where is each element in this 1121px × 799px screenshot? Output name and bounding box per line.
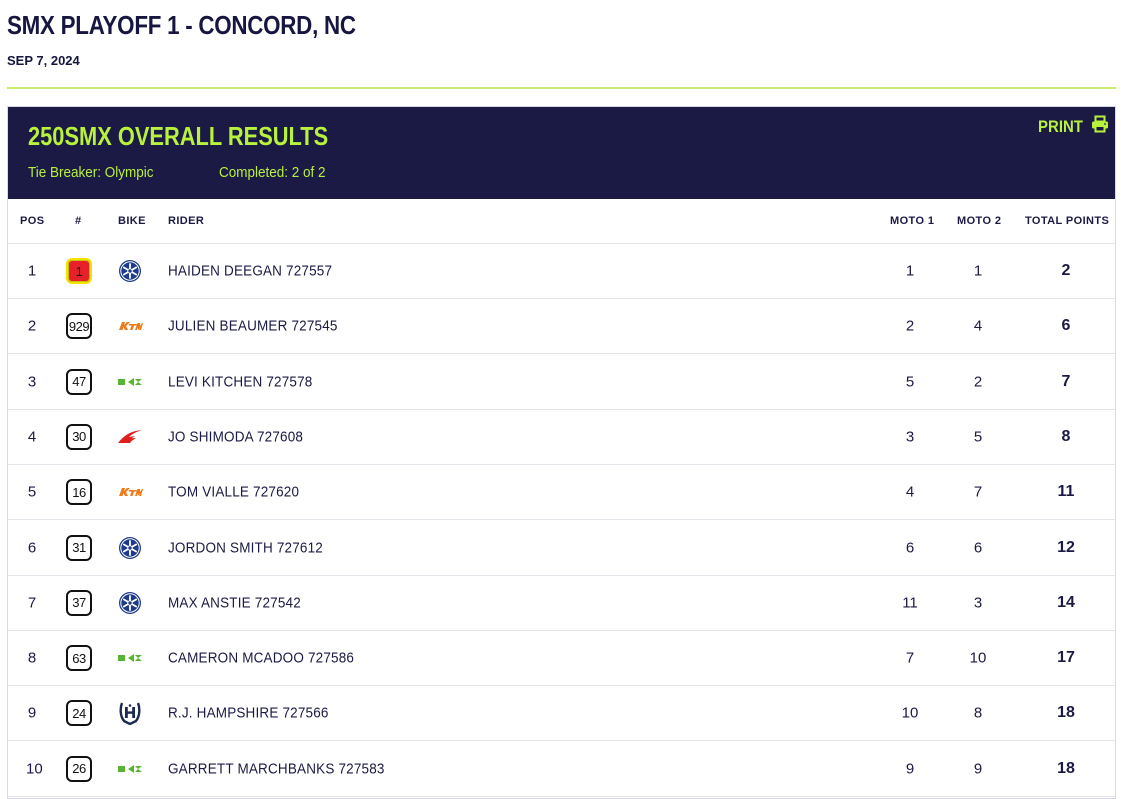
total-points: 14 (1057, 593, 1075, 611)
position: 6 (27, 539, 37, 556)
number-plate: 31 (66, 534, 92, 561)
rider-name: GARRETT MARCHBANKS 727583 (168, 760, 385, 778)
event-title: SMX PLAYOFF 1 - CONCORD, NC (7, 10, 356, 40)
results-panel: 250SMX OVERALL RESULTS Tie Breaker: Olym… (7, 106, 1116, 799)
moto1-result: 7 (905, 649, 915, 667)
table-row: 3 47 LEVI KITCHEN 727578 5 2 7 (8, 355, 1115, 410)
yamaha-logo-icon (116, 258, 144, 284)
completed-label: Completed: 2 of 2 (219, 164, 326, 181)
total-points: 8 (1061, 427, 1071, 445)
rider-name: TOM VIALLE 727620 (168, 483, 300, 501)
ktm-logo-icon (116, 313, 144, 339)
position: 1 (27, 262, 37, 280)
rider-name: R.J. HAMPSHIRE 727566 (168, 704, 329, 722)
title-divider (7, 87, 1116, 89)
husqvarna-logo-icon (116, 700, 144, 726)
position: 8 (27, 649, 37, 667)
yamaha-logo-icon (116, 590, 144, 616)
moto2-result: 4 (973, 317, 983, 335)
rider-name: HAIDEN DEEGAN 727557 (168, 262, 333, 280)
position: 5 (27, 483, 37, 501)
number-plate: 1 (66, 258, 92, 284)
print-label: PRINT (1038, 116, 1083, 136)
moto1-result: 11 (902, 594, 918, 612)
number-plate: 63 (66, 645, 92, 672)
rider-name: JORDON SMITH 727612 (168, 539, 323, 556)
col-pos-header: POS (20, 215, 45, 227)
col-bike-header: BIKE (118, 215, 146, 227)
number-plate: 929 (66, 313, 92, 340)
table-row: 8 63 CAMERON MCADOO 727586 7 10 17 (8, 631, 1115, 687)
number-plate: 26 (66, 755, 92, 782)
moto2-result: 9 (973, 760, 983, 778)
moto2-result: 2 (973, 373, 983, 391)
total-points: 18 (1057, 759, 1075, 777)
event-date: SEP 7, 2024 (7, 53, 80, 68)
moto2-result: 3 (973, 594, 983, 612)
table-header: POS # BIKE RIDER MOTO 1 MOTO 2 TOTAL POI… (8, 199, 1115, 244)
col-moto1-header: MOTO 1 (890, 215, 935, 227)
print-button[interactable]: PRINT (1035, 115, 1109, 138)
total-points: 7 (1061, 372, 1071, 390)
rider-name: LEVI KITCHEN 727578 (168, 373, 313, 391)
moto1-result: 6 (905, 539, 915, 556)
rider-name: JO SHIMODA 727608 (168, 428, 304, 446)
position: 10 (26, 760, 43, 778)
moto2-result: 5 (973, 428, 983, 446)
moto2-result: 6 (973, 539, 983, 556)
table-row: 7 37 MAX ANSTIE 727542 11 3 14 (8, 576, 1115, 631)
moto2-result: 7 (973, 483, 983, 501)
col-rider-header: RIDER (168, 215, 205, 227)
rider-name: JULIEN BEAUMER 727545 (168, 317, 338, 335)
position: 4 (27, 428, 37, 446)
position: 3 (27, 373, 37, 391)
position: 2 (27, 317, 37, 335)
table-row: 2 929 JULIEN BEAUMER 727545 2 4 6 (8, 299, 1115, 355)
ktm-logo-icon (116, 479, 144, 505)
results-title: 250SMX OVERALL RESULTS (28, 121, 329, 151)
tie-breaker-label: Tie Breaker: Olympic (28, 164, 154, 181)
table-row: 5 16 TOM VIALLE 727620 4 7 11 (8, 465, 1115, 521)
printer-icon (1091, 115, 1109, 138)
position: 9 (27, 704, 37, 722)
total-points: 18 (1057, 704, 1075, 722)
total-points: 12 (1057, 538, 1075, 556)
moto1-result: 2 (905, 317, 915, 335)
yamaha-logo-icon (116, 535, 144, 561)
total-points: 17 (1057, 649, 1075, 667)
moto1-result: 5 (905, 373, 915, 391)
number-plate: 37 (66, 589, 92, 616)
total-points: 11 (1057, 483, 1075, 501)
number-plate: 24 (66, 700, 92, 727)
rider-name: MAX ANSTIE 727542 (168, 594, 301, 612)
col-total-header: TOTAL POINTS (1025, 215, 1110, 227)
kawasaki-logo-icon (116, 645, 144, 671)
kawasaki-logo-icon (116, 756, 144, 782)
position: 7 (27, 594, 37, 612)
moto1-result: 1 (905, 262, 915, 280)
moto2-result: 1 (973, 262, 983, 280)
total-points: 2 (1061, 262, 1071, 279)
table-row: 4 30 JO SHIMODA 727608 3 5 8 (8, 410, 1115, 465)
number-plate: 47 (66, 368, 92, 395)
moto2-result: 8 (973, 704, 983, 722)
honda-logo-icon (116, 424, 144, 450)
table-row: 1 1 HAIDEN DEEGAN 727557 1 1 2 (8, 244, 1115, 299)
number-plate: 16 (66, 479, 92, 506)
rider-name: CAMERON MCADOO 727586 (168, 649, 355, 667)
table-row: 9 24 R.J. HAMPSHIRE 727566 10 8 18 (8, 686, 1115, 742)
col-moto2-header: MOTO 2 (957, 215, 1002, 227)
moto1-result: 4 (905, 483, 915, 501)
table-row: 6 31 JORDON SMITH 727612 6 6 12 (8, 521, 1115, 576)
table-row: 10 26 GARRETT MARCHBANKS 727583 9 9 18 (8, 742, 1115, 797)
results-header: 250SMX OVERALL RESULTS Tie Breaker: Olym… (8, 107, 1115, 199)
col-number-header: # (75, 215, 82, 227)
total-points: 6 (1061, 317, 1071, 335)
number-plate: 30 (66, 423, 92, 450)
moto1-result: 10 (901, 704, 919, 722)
moto2-result: 10 (969, 649, 987, 667)
kawasaki-logo-icon (116, 369, 144, 395)
moto1-result: 3 (905, 428, 915, 446)
moto1-result: 9 (905, 760, 915, 778)
